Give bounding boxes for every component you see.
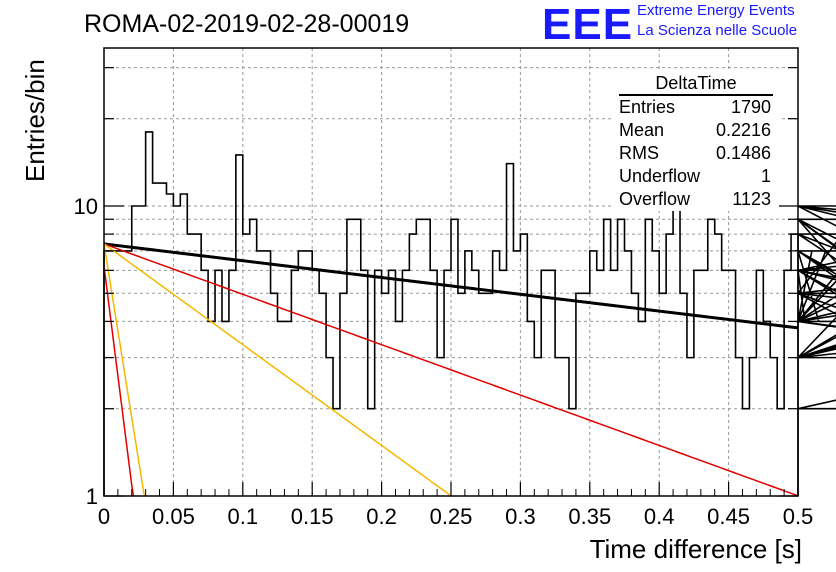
stats-label: Entries xyxy=(619,97,676,117)
x-tick-label: 0.5 xyxy=(783,504,814,529)
fit-curve xyxy=(103,243,453,497)
fit-curve xyxy=(103,243,147,497)
histogram-series xyxy=(103,131,836,496)
stats-value: 0.1486 xyxy=(715,143,771,163)
fit-curve xyxy=(103,243,799,497)
stats-box: DeltaTime Entries 1790 Mean 0.2216 RMS 0… xyxy=(613,72,779,211)
stats-row-rms: RMS 0.1486 xyxy=(613,142,779,165)
fit-curve xyxy=(103,266,135,497)
x-tick-label: 0.05 xyxy=(152,504,195,529)
logo-subtitle-1: Extreme Energy Events xyxy=(637,2,795,19)
x-tick-label: 0.35 xyxy=(568,504,611,529)
histogram-outline xyxy=(103,131,836,496)
fit-curve xyxy=(103,242,799,330)
logo-subtitle-2: La Scienza nelle Scuole xyxy=(637,22,798,39)
stats-label: Underflow xyxy=(619,166,701,186)
x-tick-label: 0 xyxy=(98,504,110,529)
stats-value: 1 xyxy=(760,166,771,186)
stats-row-mean: Mean 0.2216 xyxy=(613,119,779,142)
x-tick-label: 0.45 xyxy=(707,504,750,529)
x-tick-label: 0.4 xyxy=(644,504,675,529)
x-tick-label: 0.3 xyxy=(505,504,536,529)
axis-ticks: 0 0.05 0.1 0.15 0.2 0.25 0.3 0.35 0.4 0.45 0.5 1 10 xyxy=(74,67,814,529)
stats-label: Mean xyxy=(619,120,665,140)
stats-value: 0.2216 xyxy=(715,120,771,140)
y-tick-label: 1 xyxy=(86,484,98,509)
stats-label: RMS xyxy=(619,143,659,163)
stats-value: 1123 xyxy=(732,189,771,209)
x-tick-label: 0.15 xyxy=(291,504,334,529)
y-axis-label: Entries/bin xyxy=(20,59,50,182)
chart-title: ROMA-02-2019-02-28-00019 xyxy=(84,10,410,38)
stats-value: 1790 xyxy=(730,97,771,117)
grid-lines xyxy=(104,48,798,496)
stats-title: DeltaTime xyxy=(619,72,773,96)
stats-row-overflow: Overflow 1123 xyxy=(613,188,779,211)
stats-row-entries: Entries 1790 xyxy=(613,96,779,119)
x-tick-label: 0.2 xyxy=(366,504,397,529)
x-axis-label: Time difference [s] xyxy=(589,534,802,564)
stats-label: Overflow xyxy=(619,189,691,209)
x-tick-label: 0.1 xyxy=(228,504,259,529)
eee-logo: EEE xyxy=(542,0,634,49)
stats-row-underflow: Underflow 1 xyxy=(613,165,779,188)
y-tick-label: 10 xyxy=(74,194,98,219)
x-tick-label: 0.25 xyxy=(430,504,473,529)
fit-curves xyxy=(103,242,799,497)
